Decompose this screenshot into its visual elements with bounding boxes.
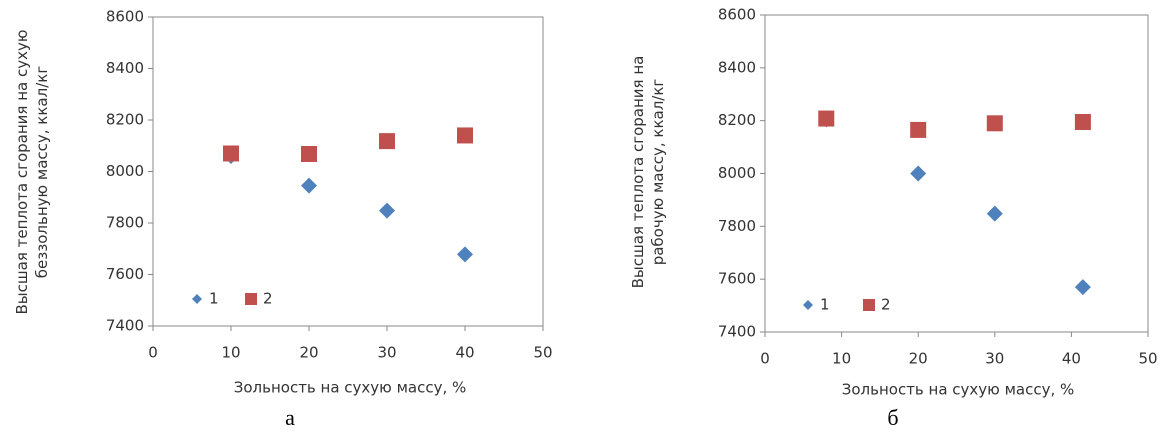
caption: б bbox=[887, 405, 898, 430]
data-point bbox=[379, 133, 395, 150]
y-tick-label: 7600 bbox=[106, 265, 144, 283]
x-tick-label: 10 bbox=[221, 344, 240, 362]
data-point bbox=[1074, 113, 1091, 130]
x-tick-label: 20 bbox=[299, 344, 318, 362]
data-point bbox=[223, 145, 239, 162]
data-point bbox=[301, 177, 317, 194]
caption: а bbox=[285, 405, 295, 430]
y-tick-label: 8200 bbox=[718, 111, 756, 129]
y-tick-label: 7800 bbox=[106, 214, 144, 232]
legend-marker bbox=[803, 300, 813, 310]
data-point bbox=[457, 127, 473, 144]
y-axis-label: Высшая теплота сгорания на рабочую массу… bbox=[629, 55, 667, 289]
data-point bbox=[910, 121, 927, 138]
y-tick-label: 7800 bbox=[718, 217, 756, 235]
x-axis-label: Зольность на сухую массу, % bbox=[234, 379, 467, 397]
legend-marker bbox=[863, 299, 875, 311]
y-axis-label: Высшая теплота сгорания на сухую беззоль… bbox=[13, 29, 51, 315]
data-point bbox=[301, 145, 317, 162]
x-tick-label: 40 bbox=[455, 344, 474, 362]
legend-label: 1 bbox=[209, 290, 219, 308]
y-tick-label: 8600 bbox=[106, 8, 144, 26]
legend-label: 1 bbox=[820, 296, 830, 314]
y-tick-label: 7400 bbox=[106, 317, 144, 335]
y-tick-label: 8000 bbox=[718, 164, 756, 182]
data-point bbox=[1074, 279, 1091, 296]
plot-area bbox=[152, 16, 544, 327]
x-tick-label: 10 bbox=[832, 350, 851, 368]
y-tick-label: 7600 bbox=[718, 270, 756, 288]
y-tick-label: 8400 bbox=[718, 58, 756, 76]
data-point bbox=[379, 202, 395, 219]
y-tick-label: 8000 bbox=[106, 162, 144, 180]
data-point bbox=[986, 205, 1003, 222]
legend-marker bbox=[245, 293, 257, 305]
x-tick-label: 30 bbox=[377, 344, 396, 362]
y-tick-label: 8400 bbox=[106, 59, 144, 77]
x-tick-label: 0 bbox=[148, 344, 158, 362]
data-point bbox=[910, 165, 927, 182]
legend-label: 2 bbox=[263, 290, 273, 308]
x-axis-label: Зольность на сухую массу, % bbox=[842, 381, 1075, 399]
data-point bbox=[818, 110, 835, 127]
x-tick-label: 40 bbox=[1062, 350, 1081, 368]
legend-marker bbox=[192, 294, 202, 304]
x-tick-label: 50 bbox=[1138, 350, 1157, 368]
legend-label: 2 bbox=[881, 296, 891, 314]
x-tick-label: 0 bbox=[760, 350, 770, 368]
x-tick-label: 20 bbox=[909, 350, 928, 368]
data-point bbox=[986, 115, 1003, 132]
y-tick-label: 8600 bbox=[718, 6, 756, 24]
y-tick-label: 7400 bbox=[718, 323, 756, 341]
data-point bbox=[457, 246, 473, 263]
plot-area bbox=[764, 14, 1149, 333]
y-tick-label: 8200 bbox=[106, 111, 144, 129]
x-tick-label: 50 bbox=[533, 344, 552, 362]
x-tick-label: 30 bbox=[985, 350, 1004, 368]
